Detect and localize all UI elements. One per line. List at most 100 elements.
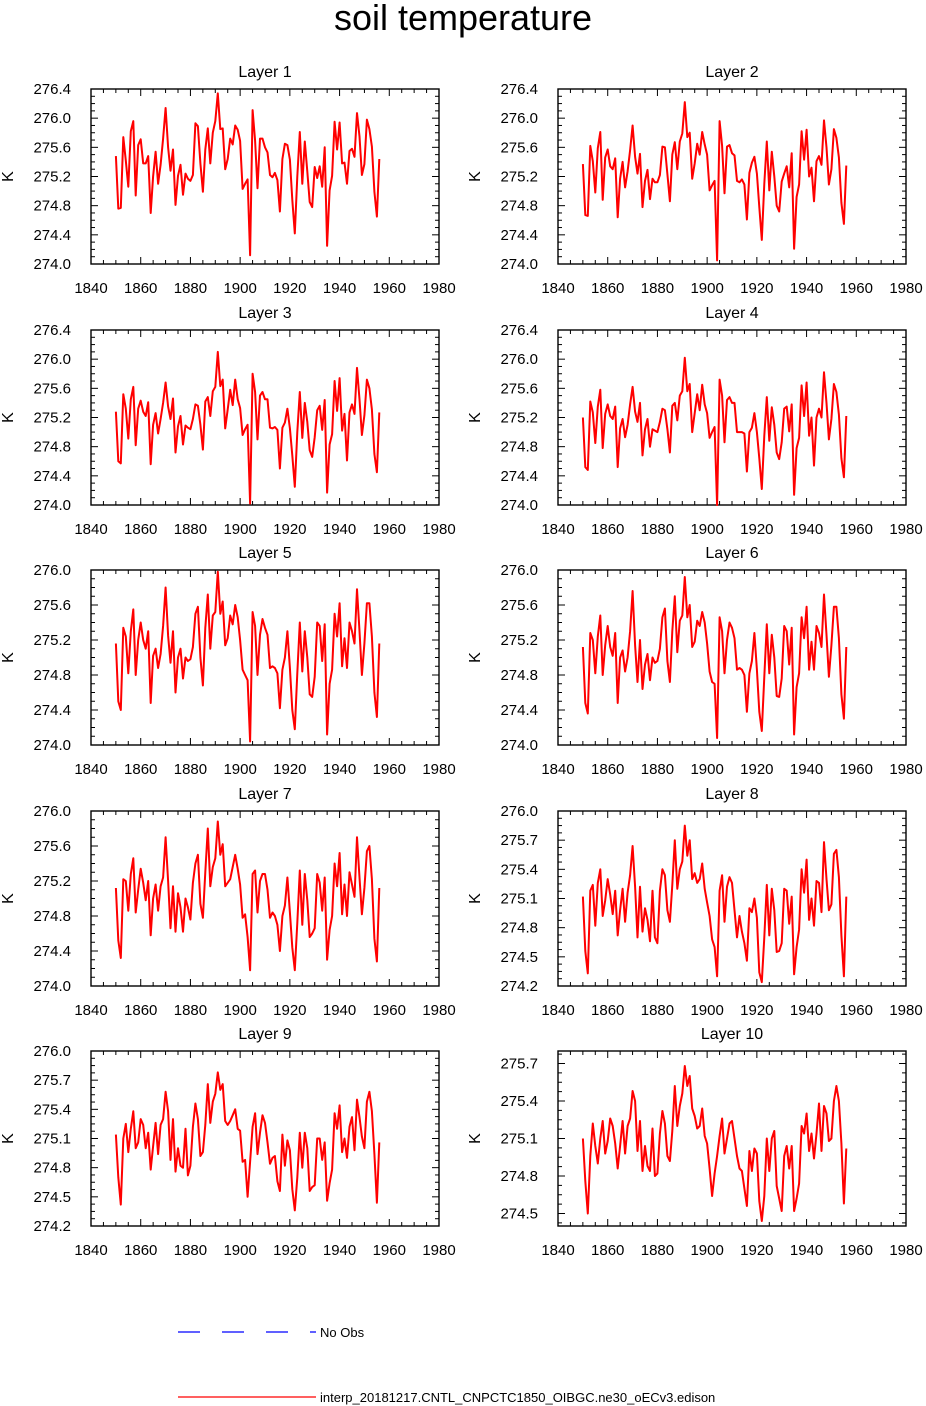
- x-tick-label: 1840: [541, 521, 574, 538]
- y-tick-label: 274.4: [33, 227, 71, 244]
- x-tick-label: 1900: [223, 1002, 256, 1019]
- x-tick-label: 1880: [174, 280, 207, 297]
- x-tick-label: 1980: [889, 1242, 922, 1259]
- x-tick-label: 1920: [740, 761, 773, 778]
- legend: No Obs interp_20181217.CNTL_CNPCTC1850_O…: [178, 1325, 715, 1405]
- series-line: [583, 577, 846, 738]
- y-tick-label: 274.0: [500, 256, 538, 273]
- x-tick-label: 1900: [690, 521, 723, 538]
- y-tick-label: 275.1: [500, 1131, 538, 1148]
- y-axis-label: K: [467, 652, 484, 663]
- x-tick-label: 1860: [591, 521, 624, 538]
- x-tick-label: 1840: [541, 761, 574, 778]
- chart-layer-3: Layer 3 K 1840 1860 1880 1900 1920 1940 1960 1980…: [0, 305, 456, 538]
- chart-layer-4: Layer 4 K 1840 1860 1880 1900 1920 1940 1960 1980…: [467, 305, 923, 538]
- y-tick-label: 275.2: [33, 169, 71, 186]
- y-axis-label: K: [0, 652, 17, 663]
- y-tick-label: 274.0: [33, 737, 71, 754]
- x-tick-label: 1980: [889, 521, 922, 538]
- series-line: [116, 1072, 379, 1210]
- x-tick-label: 1900: [223, 280, 256, 297]
- x-tick-label: 1900: [223, 1242, 256, 1259]
- y-tick-label: 275.2: [33, 632, 71, 649]
- series-line: [116, 352, 379, 504]
- x-tick-label: 1940: [323, 1242, 356, 1259]
- x-tick-label: 1940: [790, 521, 823, 538]
- chart-layer-6: Layer 6 K 1840 1860 1880 1900 1920 1940 1960 1980…: [467, 545, 923, 778]
- x-tick-label: 1960: [840, 1002, 873, 1019]
- x-tick-label: 1840: [541, 1002, 574, 1019]
- x-tick-label: 1880: [174, 521, 207, 538]
- y-tick-label: 276.0: [33, 110, 71, 127]
- x-tick-label: 1840: [74, 280, 107, 297]
- y-tick-label: 276.0: [500, 110, 538, 127]
- x-tick-label: 1920: [273, 280, 306, 297]
- x-tick-label: 1860: [591, 761, 624, 778]
- x-tick-label: 1860: [124, 521, 157, 538]
- y-tick-label: 275.7: [500, 1056, 538, 1073]
- y-tick-label: 274.4: [33, 702, 71, 719]
- x-tick-label: 1860: [591, 1002, 624, 1019]
- x-tick-label: 1980: [422, 521, 455, 538]
- y-tick-label: 274.8: [33, 667, 71, 684]
- x-tick-label: 1960: [373, 1002, 406, 1019]
- series-line: [583, 102, 846, 260]
- y-tick-label: 275.6: [500, 139, 538, 156]
- x-tick-label: 1880: [174, 1002, 207, 1019]
- y-tick-label: 274.0: [500, 737, 538, 754]
- y-tick-label: 275.2: [33, 873, 71, 890]
- series-line: [583, 826, 846, 983]
- x-tick-label: 1920: [740, 521, 773, 538]
- y-tick-label: 274.0: [33, 978, 71, 995]
- x-tick-label: 1960: [840, 1242, 873, 1259]
- y-axis-label: K: [0, 171, 17, 182]
- chart-layer-1: Layer 1 K 1840 1860 1880 1900 1920 1940 1960 1980…: [0, 64, 456, 297]
- chart-layer-5: Layer 5 K 1840 1860 1880 1900 1920 1940 1960 1980…: [0, 545, 456, 778]
- y-tick-label: 274.0: [33, 497, 71, 514]
- y-tick-label: 274.0: [500, 497, 538, 514]
- x-tick-label: 1940: [323, 280, 356, 297]
- x-tick-label: 1840: [74, 761, 107, 778]
- x-tick-label: 1920: [273, 1002, 306, 1019]
- x-tick-label: 1960: [373, 521, 406, 538]
- x-tick-label: 1940: [790, 1242, 823, 1259]
- x-tick-label: 1980: [422, 1002, 455, 1019]
- chart-title: Layer 10: [701, 1026, 763, 1043]
- series-line: [116, 572, 379, 742]
- chart-title: Layer 3: [238, 305, 291, 322]
- y-tick-label: 275.6: [33, 597, 71, 614]
- x-tick-label: 1960: [840, 761, 873, 778]
- y-tick-label: 275.2: [33, 410, 71, 427]
- x-tick-label: 1960: [840, 521, 873, 538]
- x-tick-label: 1940: [790, 280, 823, 297]
- x-tick-label: 1860: [124, 1242, 157, 1259]
- y-tick-label: 276.4: [33, 81, 71, 98]
- x-tick-label: 1980: [889, 280, 922, 297]
- x-tick-label: 1960: [373, 1242, 406, 1259]
- y-tick-label: 274.8: [33, 908, 71, 925]
- legend-model-label: interp_20181217.CNTL_CNPCTC1850_OIBGC.ne…: [320, 1390, 715, 1405]
- x-tick-label: 1880: [641, 1002, 674, 1019]
- y-tick-label: 274.5: [500, 1206, 538, 1223]
- y-tick-label: 274.8: [500, 1168, 538, 1185]
- plot-frame: [91, 570, 439, 745]
- y-tick-label: 276.0: [500, 803, 538, 820]
- x-tick-label: 1880: [641, 521, 674, 538]
- x-tick-label: 1860: [591, 280, 624, 297]
- series-line: [116, 93, 379, 255]
- chart-title: Layer 9: [238, 1026, 291, 1043]
- y-tick-label: 274.4: [500, 227, 538, 244]
- x-tick-label: 1860: [591, 1242, 624, 1259]
- chart-layer-8: Layer 8 K 1840 1860 1880 1900 1920 1940 1960 1980…: [467, 786, 923, 1019]
- y-tick-label: 275.4: [500, 1093, 538, 1110]
- x-tick-label: 1860: [124, 1002, 157, 1019]
- x-tick-label: 1920: [273, 761, 306, 778]
- x-tick-label: 1920: [740, 1002, 773, 1019]
- x-tick-label: 1940: [323, 761, 356, 778]
- x-tick-label: 1920: [740, 1242, 773, 1259]
- y-tick-label: 275.6: [33, 139, 71, 156]
- y-tick-label: 275.7: [500, 832, 538, 849]
- y-tick-label: 275.2: [500, 632, 538, 649]
- y-tick-label: 274.2: [33, 1218, 71, 1235]
- series-line: [583, 1066, 846, 1221]
